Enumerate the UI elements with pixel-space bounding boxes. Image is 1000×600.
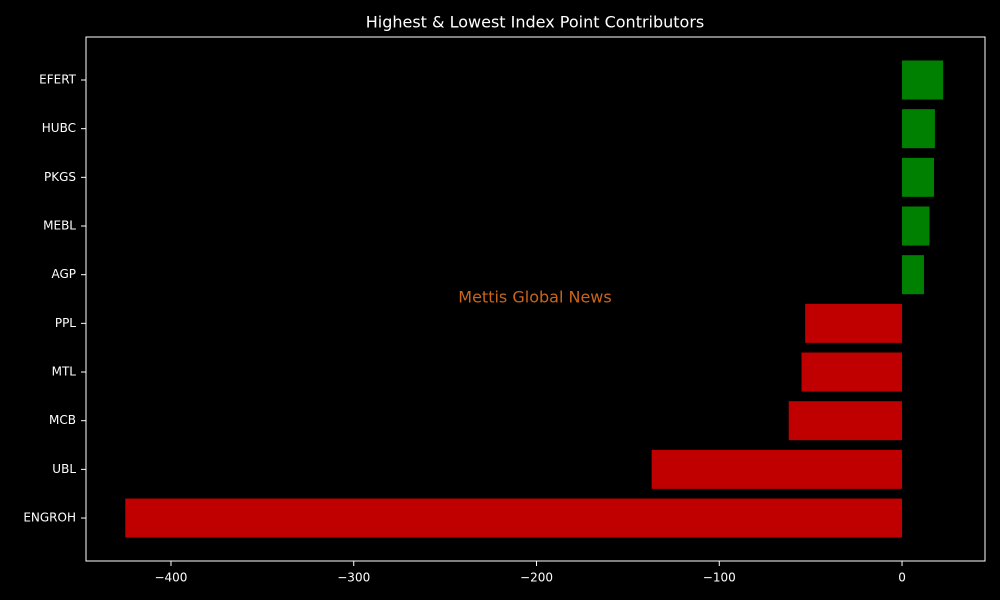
x-tick-label: −100 xyxy=(703,571,736,585)
bar xyxy=(788,401,903,441)
bar xyxy=(805,303,903,343)
y-tick-label: PPL xyxy=(55,316,76,330)
y-tick-label: ENGROH xyxy=(23,511,76,525)
chart-title: Highest & Lowest Index Point Contributor… xyxy=(366,13,705,32)
plot-frame xyxy=(85,36,986,562)
x-tick-label: −400 xyxy=(154,571,187,585)
x-tick-label: −300 xyxy=(337,571,370,585)
bar xyxy=(801,352,903,392)
bar xyxy=(651,449,903,489)
y-tick-label: AGP xyxy=(51,267,76,281)
bar xyxy=(902,60,944,100)
x-tick-label: 0 xyxy=(898,571,906,585)
bar xyxy=(902,157,935,197)
y-tick-label: MEBL xyxy=(43,219,76,233)
bar xyxy=(902,206,930,246)
bar xyxy=(902,109,935,149)
y-tick-label: MCB xyxy=(49,413,76,427)
y-tick-label: HUBC xyxy=(42,121,76,135)
x-tick-label: −200 xyxy=(520,571,553,585)
bar xyxy=(902,255,924,295)
annotation: Mettis Global News xyxy=(458,288,611,307)
y-tick-label: UBL xyxy=(52,462,76,476)
y-tick-label: MTL xyxy=(52,365,77,379)
y-tick-label: EFERT xyxy=(39,73,77,87)
bar xyxy=(125,498,903,538)
y-tick-label: PKGS xyxy=(44,170,76,184)
